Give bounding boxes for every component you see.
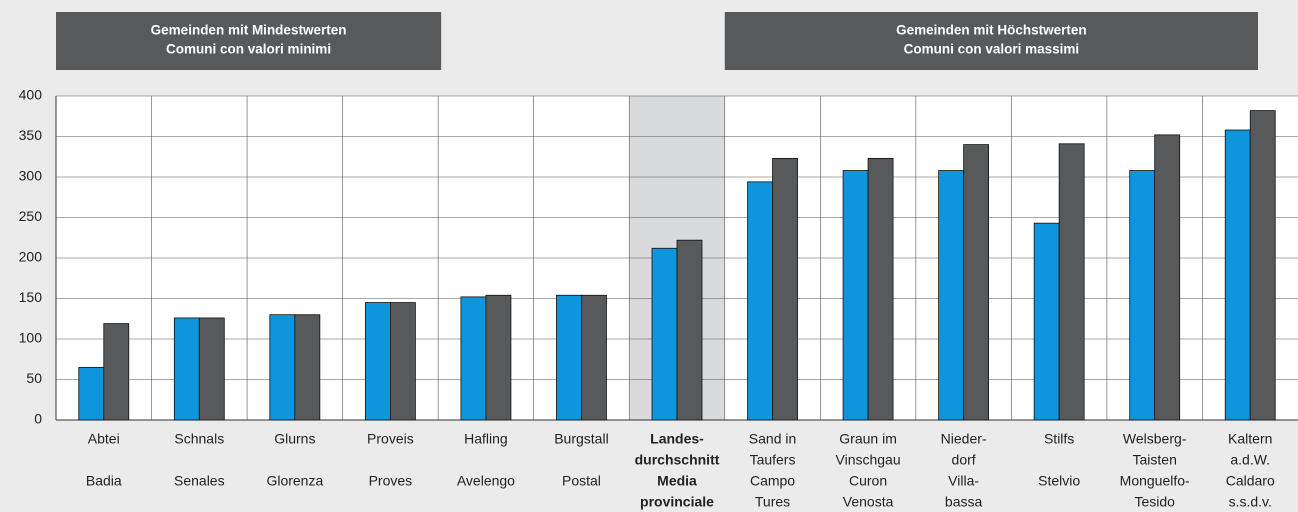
bar [389,302,416,421]
bar [747,181,773,421]
bar [269,314,296,421]
bar [1249,110,1276,421]
x-tick-label: Glorenza [266,473,323,489]
x-tick-label: Taufers [750,452,796,468]
bar [556,294,582,421]
y-tick-label: 50 [26,370,42,386]
x-tick-label: s.s.d.v. [1229,494,1272,510]
x-tick-label: durchschnitt [635,452,720,468]
y-tick-label: 150 [19,289,43,305]
x-tick-label: Senales [174,473,225,489]
bar [1033,222,1060,421]
x-tick-label: Nieder- [941,431,987,447]
x-tick-label: Tures [755,494,790,510]
group-header-text: Comuni con valori massimi [904,42,1080,57]
group-header-text: Gemeinden mit Höchstwerten [896,23,1087,38]
bar [198,317,225,421]
x-tick-label: bassa [945,494,983,510]
x-tick-label: Sand in [749,431,796,447]
x-tick-label: Postal [562,473,601,489]
x-tick-label: Monguelfo- [1120,473,1190,489]
bar [938,170,965,421]
x-tick-label: Curon [849,473,887,489]
bar [581,294,607,421]
x-tick-label: Media [657,473,697,489]
y-tick-label: 200 [19,249,43,265]
bar [842,170,869,421]
bar [78,366,105,421]
x-tick-label: Proveis [367,431,414,447]
bar [676,239,703,421]
x-tick-label: Stelvio [1038,473,1080,489]
y-tick-label: 100 [19,330,43,346]
bar [963,144,990,421]
x-tick-label: Taisten [1133,452,1177,468]
x-tick-label: Villa- [948,473,979,489]
x-tick-label: Kaltern [1228,431,1272,447]
bar [1224,129,1251,421]
y-tick-label: 0 [34,411,42,427]
bar [485,294,512,421]
group-header-text: Gemeinden mit Mindestwerten [151,23,347,38]
x-tick-label: Tesido [1134,494,1175,510]
x-tick-label: Abtei [88,431,120,447]
x-tick-label: Glurns [274,431,315,447]
x-tick-label: Campo [750,473,795,489]
group-header [724,12,1258,70]
x-tick-label: Badia [86,473,122,489]
bar [1129,170,1156,421]
x-tick-label: Proves [369,473,413,489]
x-tick-label: Landes- [650,431,704,447]
bar [294,314,321,421]
x-tick-label: Stilfs [1044,431,1074,447]
bar [103,323,130,421]
bar [867,157,894,421]
y-tick-label: 250 [19,208,43,224]
bar [460,296,487,421]
bar [364,302,391,421]
bar [651,247,678,421]
x-tick-label: Venosta [843,494,894,510]
group-header-text: Comuni con valori minimi [166,42,331,57]
x-tick-label: Vinschgau [836,452,901,468]
x-tick-label: Avelengo [457,473,515,489]
x-tick-label: provinciale [640,494,714,510]
x-tick-label: a.d.W. [1230,452,1270,468]
y-tick-label: 400 [19,87,43,103]
y-tick-label: 300 [19,168,43,184]
bar [772,157,798,421]
bar [1058,143,1085,421]
x-tick-label: Schnals [174,431,224,447]
group-header [56,12,442,70]
x-tick-label: Hafling [464,431,508,447]
x-tick-label: Burgstall [554,431,608,447]
x-tick-label: Graun im [839,431,897,447]
bar [1154,134,1181,421]
bar [173,317,200,421]
x-tick-label: Welsberg- [1123,431,1187,447]
y-tick-label: 350 [19,127,43,143]
x-tick-label: dorf [952,452,976,468]
x-tick-label: Caldaro [1226,473,1275,489]
